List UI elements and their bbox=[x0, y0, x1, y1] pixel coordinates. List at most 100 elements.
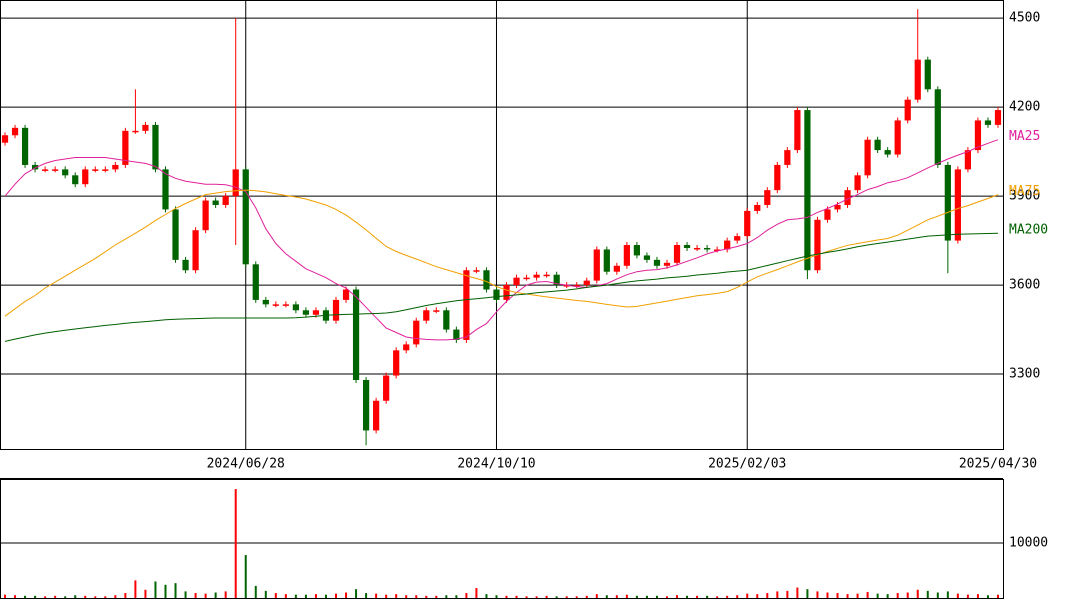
volume-bar bbox=[655, 595, 658, 598]
volume-bar bbox=[304, 594, 307, 598]
candle-body bbox=[373, 400, 380, 431]
candle-body bbox=[954, 169, 961, 241]
volume-bar bbox=[435, 595, 438, 598]
volume-bar bbox=[164, 584, 167, 598]
candle-body bbox=[202, 200, 209, 231]
volume-bar bbox=[375, 593, 378, 598]
candle-body bbox=[1, 135, 9, 143]
volume-bar bbox=[846, 594, 849, 598]
candle-body bbox=[663, 262, 671, 266]
volume-bar bbox=[455, 595, 458, 598]
legend-label: MA200 bbox=[1009, 223, 1048, 238]
volume-bar bbox=[395, 594, 398, 598]
volume-bar bbox=[224, 591, 227, 598]
volume-bar bbox=[736, 595, 739, 598]
volume-bar bbox=[916, 589, 919, 598]
volume-bar bbox=[284, 594, 287, 598]
candle-body bbox=[262, 299, 269, 305]
candle-body bbox=[944, 164, 951, 241]
volume-bar bbox=[294, 594, 297, 598]
volume-bar bbox=[34, 595, 37, 598]
volume-bar bbox=[4, 594, 7, 598]
candle-body bbox=[72, 175, 79, 185]
candle-body bbox=[232, 169, 239, 197]
candle-body bbox=[443, 310, 450, 330]
candle-body bbox=[162, 169, 169, 210]
candle-body bbox=[854, 175, 861, 191]
y-tick-label: 4500 bbox=[1009, 11, 1040, 26]
candle-body bbox=[102, 169, 109, 171]
volume-bar bbox=[986, 595, 989, 598]
volume-bar bbox=[585, 595, 588, 598]
candle-body bbox=[453, 329, 460, 340]
candle-body bbox=[513, 277, 520, 286]
candle-body bbox=[463, 270, 470, 340]
volume-bar bbox=[565, 596, 568, 598]
candle-body bbox=[192, 230, 199, 271]
volume-bar bbox=[104, 596, 107, 598]
y-tick-label: 10000 bbox=[1009, 535, 1048, 550]
candle-body bbox=[242, 169, 249, 265]
volume-bar bbox=[936, 592, 939, 598]
candle-body bbox=[764, 190, 771, 205]
candle-body bbox=[302, 310, 310, 315]
candle-body bbox=[493, 289, 500, 300]
volume-bar bbox=[756, 594, 759, 598]
volume-bar bbox=[996, 594, 999, 598]
candle-body bbox=[282, 304, 289, 306]
candle-body bbox=[393, 350, 400, 376]
candle-body bbox=[834, 204, 841, 210]
candle-body bbox=[754, 204, 761, 211]
volume-bar bbox=[405, 595, 408, 598]
volume-bar bbox=[806, 589, 809, 598]
candle-body bbox=[734, 236, 741, 241]
candle-body bbox=[804, 110, 811, 271]
volume-bar bbox=[555, 596, 558, 598]
volume-bar bbox=[365, 593, 368, 598]
candle-body bbox=[132, 130, 139, 133]
candle-body bbox=[292, 304, 299, 311]
candle-body bbox=[142, 124, 149, 131]
volume-bar bbox=[184, 591, 187, 598]
volume-bar bbox=[495, 595, 498, 598]
candle-body bbox=[152, 124, 159, 170]
volume-bar bbox=[84, 595, 87, 598]
volume-bar bbox=[174, 583, 177, 598]
volume-bar bbox=[856, 593, 859, 598]
y-tick-label: 3900 bbox=[1009, 189, 1040, 204]
x-tick-label: 2024/06/28 bbox=[207, 457, 285, 472]
volume-bar bbox=[515, 595, 518, 598]
volume-bar bbox=[645, 595, 648, 598]
candle-body bbox=[433, 310, 440, 312]
candle-body bbox=[342, 289, 350, 300]
volume-bar bbox=[194, 593, 197, 598]
candle-body bbox=[704, 247, 711, 250]
volume-bar bbox=[615, 595, 618, 598]
candle-body bbox=[784, 150, 791, 165]
candle-body bbox=[924, 59, 931, 90]
volume-bar bbox=[826, 592, 829, 598]
volume-bar bbox=[836, 593, 839, 598]
volume-bar bbox=[906, 592, 909, 598]
ma-line bbox=[4, 139, 999, 341]
volume-bar bbox=[575, 596, 578, 598]
y-tick-label: 3600 bbox=[1009, 278, 1040, 293]
candle-body bbox=[864, 139, 871, 176]
volume-bar bbox=[665, 596, 668, 598]
candle-body bbox=[984, 120, 992, 125]
candle-body bbox=[182, 259, 189, 271]
candle-body bbox=[362, 379, 370, 431]
candle-body bbox=[774, 164, 781, 191]
volume-bar bbox=[976, 594, 979, 598]
volume-bar bbox=[505, 595, 508, 598]
candle-body bbox=[403, 344, 410, 351]
candle-body bbox=[874, 139, 881, 151]
volume-bar bbox=[254, 585, 257, 598]
candle-body bbox=[724, 240, 731, 250]
volume-bar bbox=[686, 595, 689, 598]
candle-body bbox=[573, 285, 580, 287]
volume-bar bbox=[134, 580, 137, 598]
candle-body bbox=[844, 190, 851, 205]
volume-bar bbox=[816, 591, 819, 598]
volume-bar bbox=[54, 595, 57, 598]
